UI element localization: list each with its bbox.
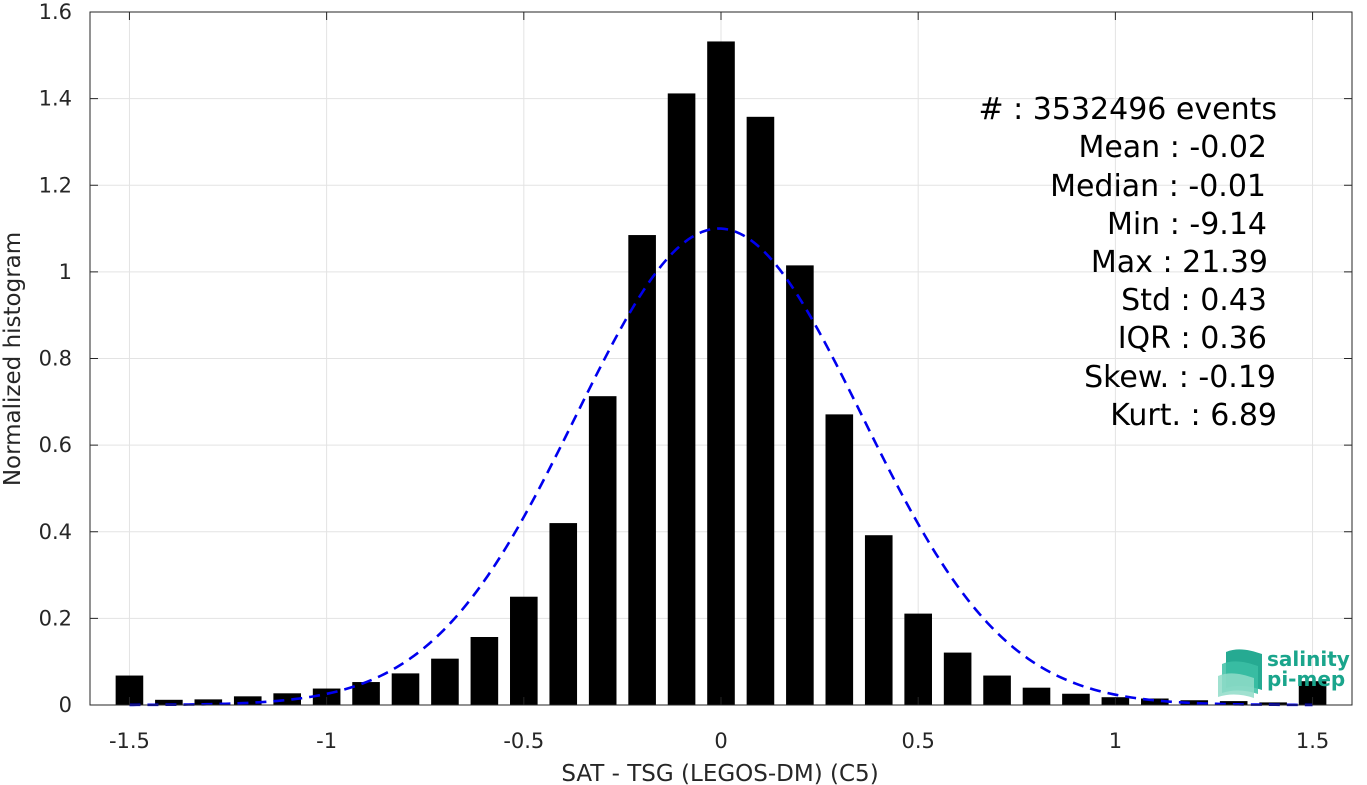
histogram-bar	[746, 116, 775, 705]
histogram-bar	[864, 535, 893, 705]
stat-std: Std : 0.43	[1121, 283, 1267, 318]
histogram-bar	[1062, 693, 1090, 705]
stat-skew: Skew. : -0.19	[1084, 360, 1276, 395]
wave-logo-icon	[1218, 649, 1262, 698]
histogram-bar	[1141, 698, 1169, 705]
stat-kurt: Kurt. : 6.89	[1110, 398, 1277, 433]
y-tick-label: 0	[59, 693, 72, 717]
y-tick-label: 0.8	[39, 347, 72, 371]
histogram-bar	[431, 658, 459, 705]
x-tick-label: 1.5	[1296, 729, 1329, 753]
x-tick-label: -1	[316, 729, 337, 753]
histogram-bars	[115, 41, 1327, 706]
axis-ticks	[90, 11, 1352, 706]
histogram-bar	[983, 675, 1011, 705]
salinity-pimep-logo: salinity pi-mep	[1218, 647, 1350, 698]
stat-iqr: IQR : 0.36	[1118, 321, 1267, 356]
histogram-bar	[549, 523, 578, 705]
histogram-bar	[707, 41, 735, 705]
histogram-bar	[352, 682, 380, 705]
histogram-bar	[786, 265, 814, 705]
stat-mean: Mean : -0.02	[1078, 130, 1267, 165]
y-tick-label: 1.2	[39, 173, 72, 197]
histogram-bar	[1022, 687, 1051, 705]
histogram-bar	[904, 613, 932, 705]
logo-line2: pi-mep	[1267, 667, 1345, 691]
y-tick-label: 1	[59, 260, 72, 284]
histogram-bar	[588, 396, 617, 705]
histogram-bar	[825, 414, 854, 705]
histogram-bar	[628, 235, 656, 705]
histogram-bar	[391, 673, 420, 705]
y-axis-title: Normalized histogram	[0, 232, 26, 486]
x-tick-label: -0.5	[503, 729, 544, 753]
x-tick-labels: -1.5 -1 -0.5 0 0.5 1 1.5	[109, 729, 1329, 753]
histogram-bar	[470, 636, 499, 705]
histogram-bar	[273, 693, 301, 705]
y-tick-labels: 0 0.2 0.4 0.6 0.8 1 1.2 1.4 1.6	[39, 0, 72, 717]
histogram-bar	[1298, 681, 1327, 705]
histogram-bar	[1180, 700, 1209, 705]
stat-events: # : 3532496 events	[978, 92, 1277, 127]
gaussian-fit-curve	[129, 227, 1313, 707]
x-tick-label: 1	[1109, 729, 1122, 753]
histogram-bar	[233, 696, 262, 705]
stat-max: Max : 21.39	[1091, 245, 1268, 280]
x-tick-label: 0.5	[901, 729, 934, 753]
x-tick-label: 0	[714, 729, 727, 753]
y-tick-label: 1.4	[39, 87, 72, 111]
y-tick-label: 0.6	[39, 433, 72, 457]
stat-median: Median : -0.01	[1050, 169, 1266, 204]
histogram-bar	[510, 596, 538, 705]
stats-box: # : 3532496 events Mean : -0.02 Median :…	[978, 92, 1277, 433]
histogram-bar	[667, 93, 696, 706]
histogram-bar	[943, 652, 972, 705]
y-tick-label: 1.6	[39, 0, 72, 24]
stat-min: Min : -9.14	[1107, 207, 1267, 242]
histogram-bar	[155, 699, 183, 705]
y-tick-label: 0.2	[39, 606, 72, 630]
logo-line1: salinity	[1267, 647, 1350, 671]
x-tick-label: -1.5	[109, 729, 150, 753]
y-tick-label: 0.4	[39, 520, 72, 544]
x-axis-title: SAT - TSG (LEGOS-DM) (C5)	[561, 761, 878, 785]
histogram-bar	[194, 699, 223, 705]
